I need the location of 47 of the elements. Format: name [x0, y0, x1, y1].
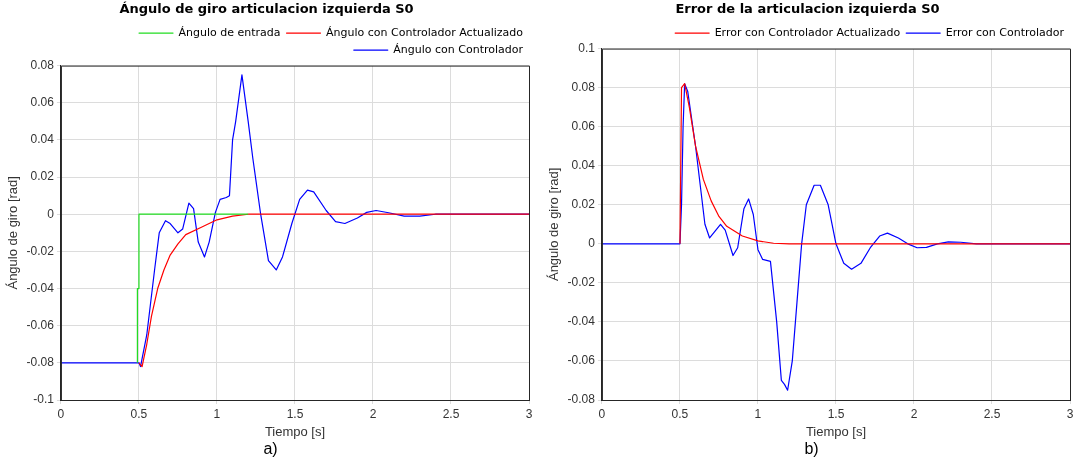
legend-label: Ángulo con Controlador	[393, 42, 524, 56]
y-tick-label: 0.06	[571, 119, 596, 133]
x-tick-label: 2	[910, 406, 918, 421]
legend-label: Ángulo de entrada	[178, 25, 281, 39]
y-tick-label: -0.04	[567, 314, 596, 329]
x-tick-label: 0.5	[130, 406, 148, 421]
x-tick-label: 1	[754, 406, 762, 421]
x-tick-label: 3	[1066, 406, 1074, 421]
y-tick-label: -0.02	[26, 243, 55, 258]
x-tick-label: 1.5	[286, 406, 304, 421]
y-tick-label: 0.1	[578, 40, 596, 55]
y-tick-label: -0.1	[33, 392, 55, 407]
x-tick-label: 1	[213, 406, 221, 421]
x-tick-label: 3	[525, 406, 533, 421]
y-tick-label: 0	[588, 236, 596, 251]
y-tick-label: 0.04	[30, 132, 55, 147]
y-tick-label: -0.06	[567, 353, 596, 368]
x-tick-label: 2.5	[983, 406, 1001, 421]
text: b)	[803, 440, 820, 459]
y-tick-label: 0.08	[30, 57, 55, 72]
y-tick-label: 0.02	[571, 197, 596, 212]
x-tick-label: 1.5	[827, 406, 845, 421]
y-tick-label: 0	[47, 206, 55, 221]
y-tick-label: 0.06	[30, 95, 55, 110]
legend-label: Error con Controlador	[945, 25, 1065, 39]
x-tick-label: 2	[369, 406, 377, 421]
x-tick-label: 0	[598, 406, 606, 421]
y-tick-label: 0.08	[571, 79, 596, 94]
x-tick-label: 0	[57, 406, 65, 421]
x-axis-title: Tiempo [s]	[805, 423, 867, 439]
y-tick-label: -0.08	[26, 355, 55, 370]
chart-title: Ángulo de giro articulacion izquierda S0	[119, 1, 414, 17]
x-tick-label: 2.5	[442, 406, 460, 421]
y-axis-title: Ángulo de giro [rad]	[546, 167, 562, 282]
y-tick-label: 0.02	[30, 169, 55, 184]
y-tick-label: -0.02	[567, 275, 596, 290]
y-tick-label: 0.04	[571, 158, 596, 173]
y-tick-label: -0.08	[567, 392, 596, 407]
y-tick-label: -0.04	[26, 280, 55, 295]
legend-label: Error con Controlador Actualizado	[714, 25, 901, 39]
x-tick-label: 0.5	[671, 406, 689, 421]
y-axis-title: Ángulo de giro [rad]	[5, 176, 21, 290]
y-tick-label: -0.06	[26, 318, 55, 332]
legend-label: Ángulo con Controlador Actualizado	[326, 25, 524, 39]
chart-title: Error de la articulacion izquierda S0	[675, 1, 940, 17]
x-axis-title: Tiempo [s]	[264, 423, 326, 439]
text: a)	[262, 440, 279, 459]
